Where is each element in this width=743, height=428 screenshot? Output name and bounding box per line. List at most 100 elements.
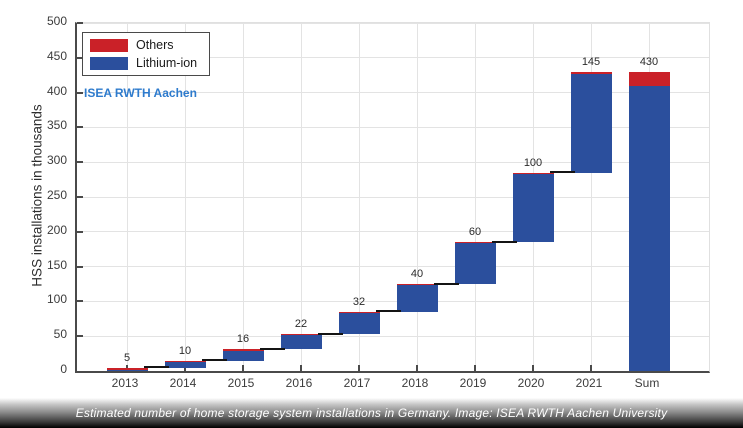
gridline-x-2018 xyxy=(416,23,418,371)
waterfall-connector-2020-2021 xyxy=(549,171,575,174)
xtick-label-2014: 2014 xyxy=(169,376,197,390)
bar-others-2021 xyxy=(570,71,612,74)
ytick-label-200: 200 xyxy=(46,222,67,237)
bar-others-2019 xyxy=(454,242,496,244)
bar-lithium-2020 xyxy=(512,173,554,243)
xtick-mark-2015 xyxy=(242,365,244,371)
gridline-y-450 xyxy=(77,57,709,59)
bar-lithium-2015 xyxy=(222,350,264,361)
bar-others-2014 xyxy=(164,360,206,362)
xtick-label-2017: 2017 xyxy=(343,376,371,390)
waterfall-connector-2015-2016 xyxy=(259,347,285,350)
chart-legend: Others Lithium-ion xyxy=(82,32,211,76)
ytick-mark-350 xyxy=(77,126,83,129)
xtick-label-2019: 2019 xyxy=(459,376,487,390)
xtick-label-2015: 2015 xyxy=(227,376,255,390)
ytick-mark-200 xyxy=(77,230,83,233)
ytick-mark-400 xyxy=(77,91,83,94)
ytick-label-150: 150 xyxy=(46,257,67,272)
bar-others-Sum xyxy=(628,71,670,86)
waterfall-connector-2019-2020 xyxy=(491,240,517,243)
bar-total-label-2018: 40 xyxy=(410,268,424,280)
bar-total-label-2015: 16 xyxy=(236,333,250,346)
bar-lithium-2014 xyxy=(164,361,206,368)
caption-bar: Estimated number of home storage system … xyxy=(0,398,743,428)
bar-total-label-2013: 5 xyxy=(123,351,131,364)
gridline-y-300 xyxy=(77,161,709,163)
legend-item-others: Others xyxy=(90,38,197,52)
waterfall-connector-2017-2018 xyxy=(375,310,401,313)
bar-lithium-2018 xyxy=(396,284,438,312)
xtick-mark-2016 xyxy=(300,365,302,371)
waterfall-connector-2016-2017 xyxy=(317,332,343,335)
ytick-mark-150 xyxy=(77,265,83,268)
gridline-y-250 xyxy=(77,196,709,198)
ytick-label-100: 100 xyxy=(46,292,67,307)
xtick-mark-2020 xyxy=(532,365,534,371)
xtick-mark-2018 xyxy=(416,365,418,371)
legend-label-lithium-ion: Lithium-ion xyxy=(136,56,198,70)
xtick-label-2021: 2021 xyxy=(575,376,603,390)
bar-others-2013 xyxy=(106,367,148,371)
legend-label-others: Others xyxy=(136,38,174,52)
ytick-mark-450 xyxy=(77,56,83,59)
bar-total-label-2014: 10 xyxy=(178,344,192,357)
ytick-label-50: 50 xyxy=(53,327,67,342)
waterfall-connector-2018-2019 xyxy=(433,282,459,285)
gridline-x-2021 xyxy=(590,23,592,371)
gridline-y-400 xyxy=(77,92,709,94)
gridline-y-150 xyxy=(77,266,709,268)
ytick-label-0: 0 xyxy=(60,362,67,376)
ytick-mark-50 xyxy=(77,335,83,338)
gridline-y-200 xyxy=(77,231,709,233)
bar-lithium-2016 xyxy=(280,335,322,350)
ytick-mark-250 xyxy=(77,196,83,198)
legend-item-lithium-ion: Lithium-ion xyxy=(90,56,197,70)
bar-total-label-2020: 100 xyxy=(523,156,543,169)
xtick-mark-2019 xyxy=(474,365,476,371)
xtick-label-Sum: Sum xyxy=(634,376,660,390)
gridline-x-2014 xyxy=(184,23,186,371)
bar-others-2018 xyxy=(396,284,438,285)
gridline-x-2016 xyxy=(300,23,302,371)
ytick-mark-500 xyxy=(77,22,83,24)
bar-total-label-2016: 22 xyxy=(294,318,308,331)
bar-lithium-2021 xyxy=(570,73,612,173)
ytick-label-250: 250 xyxy=(46,188,67,202)
gridline-y-500 xyxy=(77,22,709,24)
ytick-label-400: 400 xyxy=(46,83,67,98)
waterfall-connector-2013-2014 xyxy=(143,366,169,369)
others-color-swatch xyxy=(90,38,128,52)
bar-lithium-Sum xyxy=(628,85,670,371)
gridline-x-2013 xyxy=(126,23,128,371)
xtick-label-2013: 2013 xyxy=(111,376,139,390)
xtick-label-2018: 2018 xyxy=(401,376,429,390)
bar-others-2020 xyxy=(512,172,554,174)
lithium-ion-color-swatch xyxy=(90,56,128,70)
chart-plot-area: 5 10 16 22 32 40 60 100 145 430 xyxy=(75,22,710,373)
ytick-label-450: 450 xyxy=(46,48,67,63)
bar-total-label-2017: 32 xyxy=(352,295,366,308)
bar-lithium-2017 xyxy=(338,312,380,335)
ytick-mark-100 xyxy=(77,300,83,303)
gridline-x-2015 xyxy=(242,23,244,371)
bar-others-2015 xyxy=(222,349,264,351)
xtick-mark-2017 xyxy=(358,365,360,371)
gridline-x-2017 xyxy=(358,23,360,371)
bar-lithium-2013 xyxy=(106,370,148,372)
ytick-label-300: 300 xyxy=(46,153,67,168)
ytick-label-500: 500 xyxy=(46,14,67,28)
gridline-x-2019 xyxy=(474,23,476,371)
bar-lithium-2019 xyxy=(454,243,496,284)
xtick-label-2016: 2016 xyxy=(285,376,313,390)
bar-others-2016 xyxy=(280,334,322,336)
ytick-mark-300 xyxy=(77,161,83,164)
bar-total-label-2021: 145 xyxy=(581,55,601,68)
bar-total-label-Sum: 430 xyxy=(639,55,659,68)
caption-text: Estimated number of home storage system … xyxy=(75,406,668,420)
bar-total-label-2019: 60 xyxy=(468,226,482,239)
gridline-y-50 xyxy=(77,335,709,337)
source-watermark: ISEA RWTH Aachen xyxy=(84,86,197,100)
xtick-mark-2021 xyxy=(590,365,592,371)
